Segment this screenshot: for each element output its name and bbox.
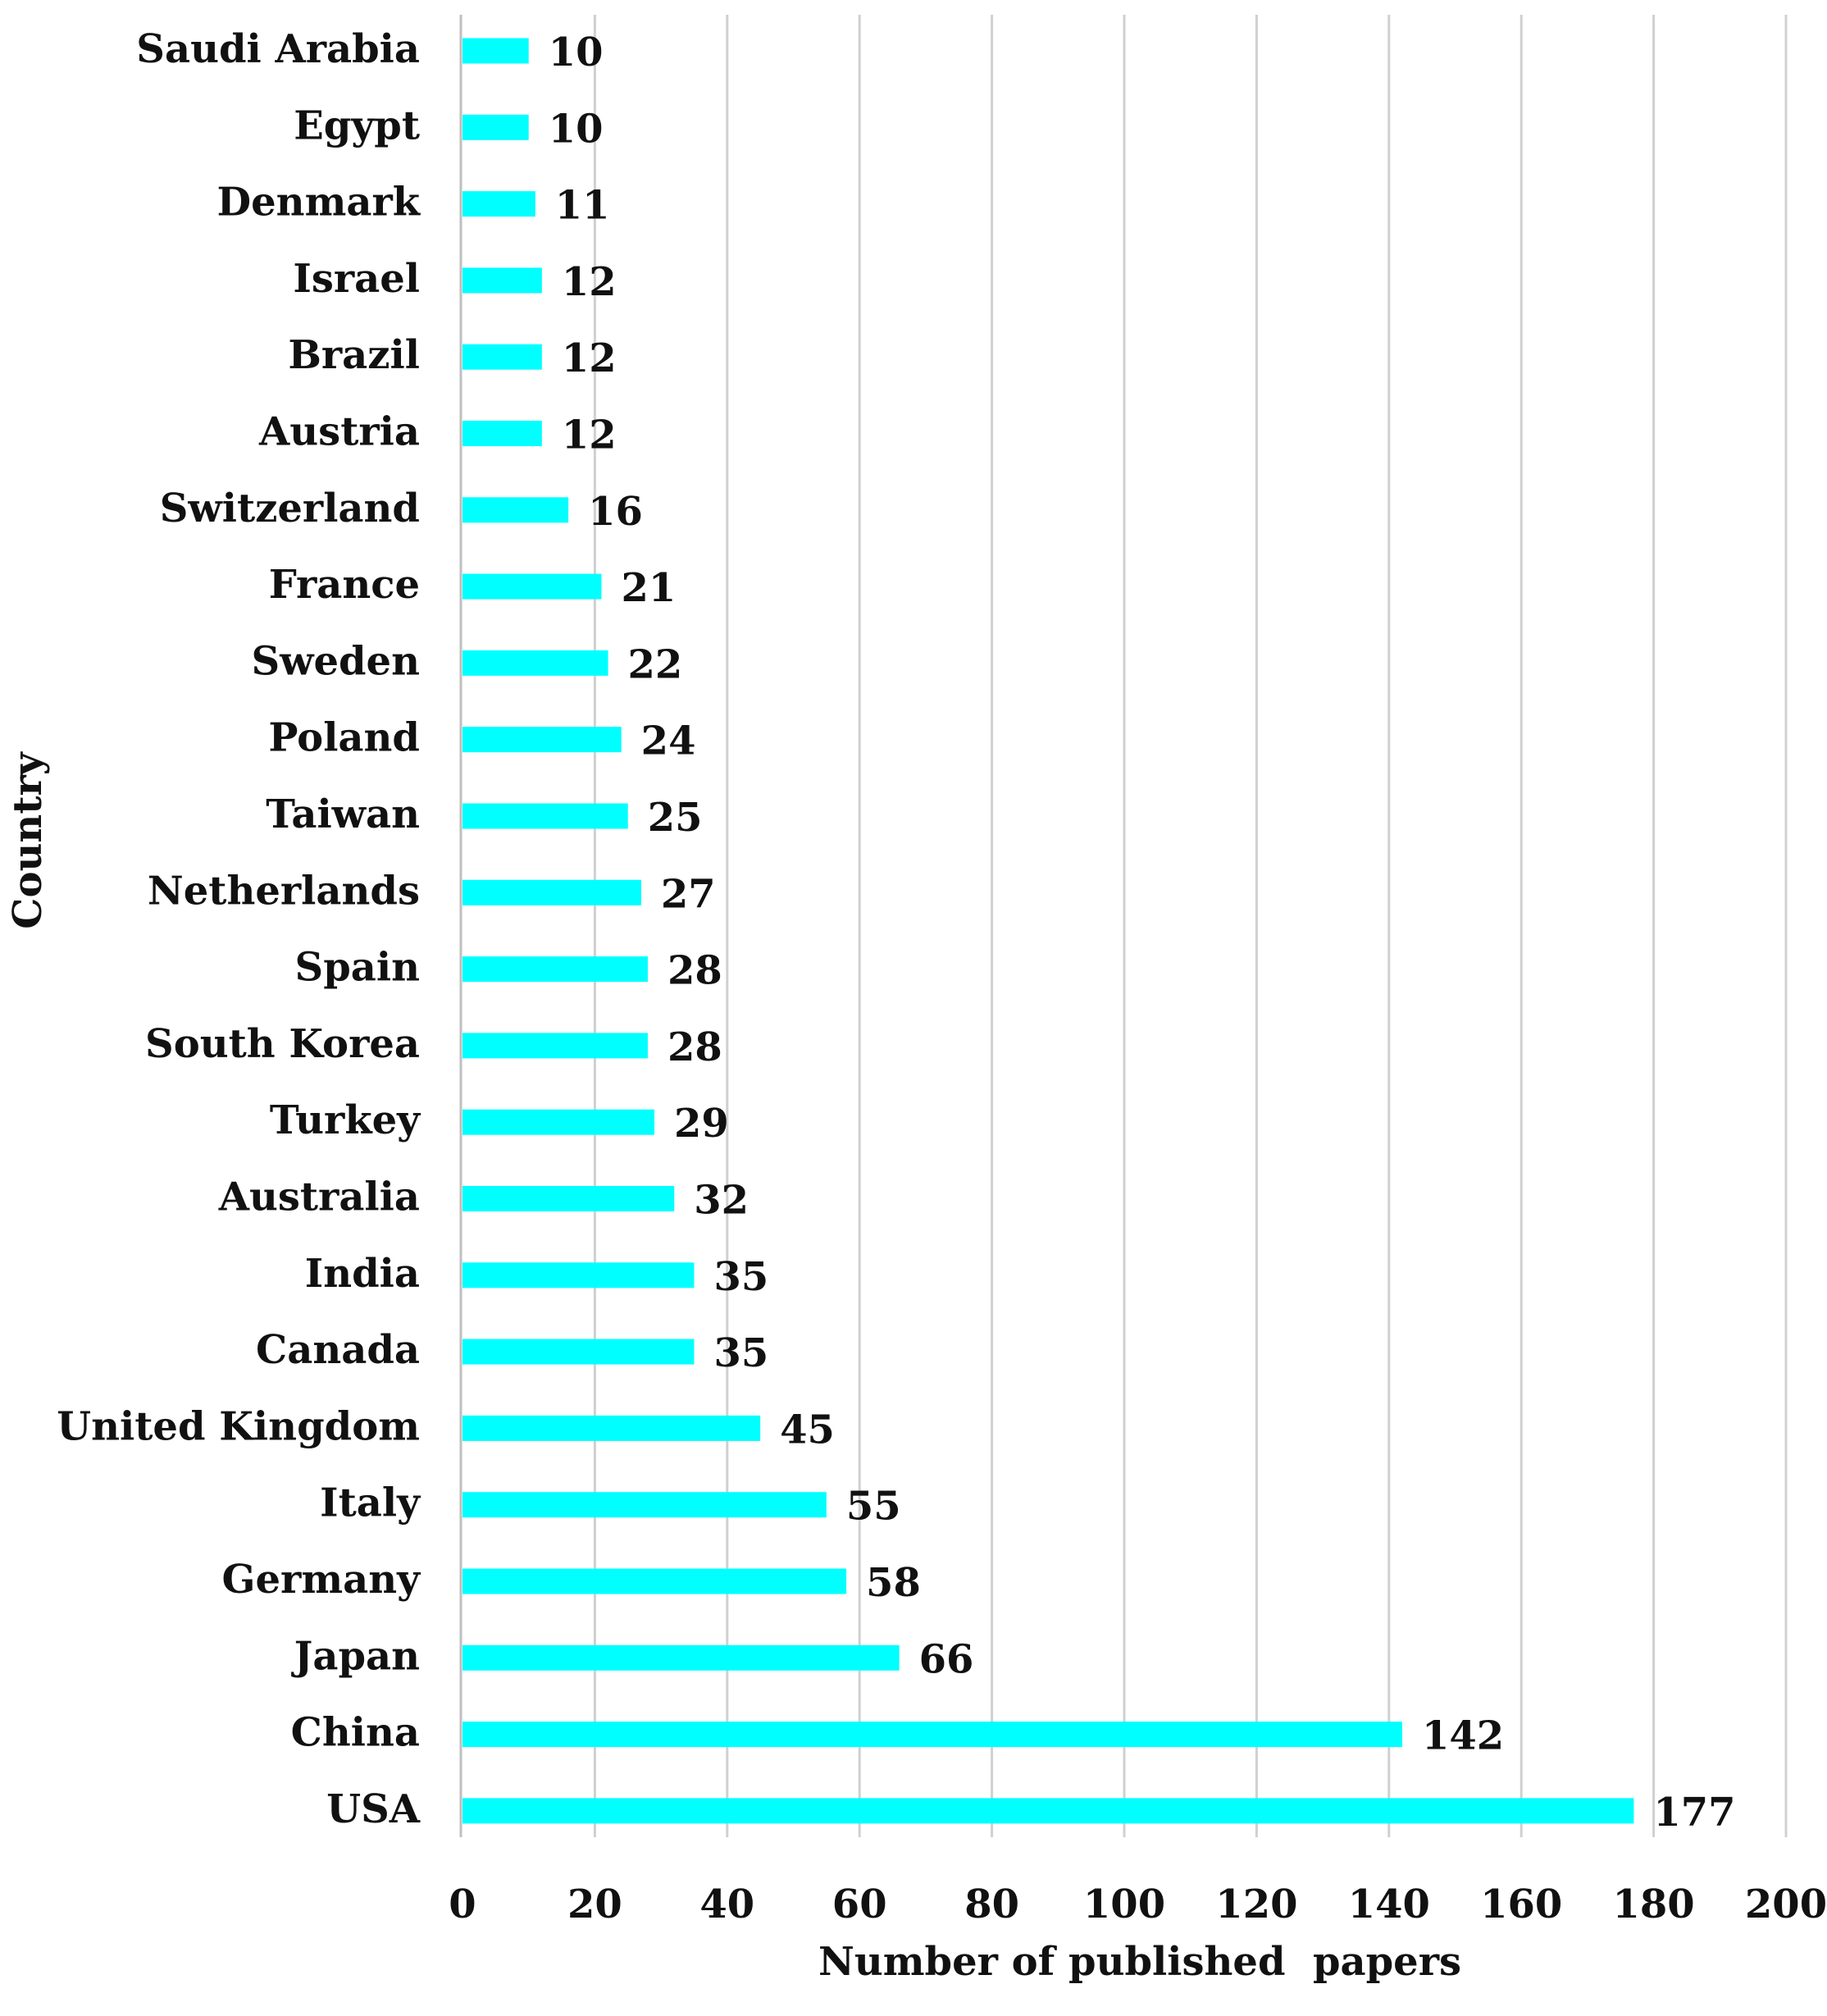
- bar: [462, 1262, 695, 1289]
- category-label: Sweden: [251, 638, 420, 684]
- bar: [462, 497, 569, 523]
- x-axis-title: Number of published papers: [818, 1939, 1461, 1985]
- bar: [462, 191, 535, 217]
- category-label: Spain: [295, 945, 420, 991]
- x-tick-label: 0: [449, 1881, 476, 1927]
- bar: [462, 1798, 1634, 1824]
- category-label: Saudi Arabia: [136, 26, 420, 72]
- data-label: 28: [667, 948, 722, 994]
- data-label: 45: [780, 1407, 835, 1453]
- x-tick-label: 40: [699, 1881, 754, 1927]
- bar: [462, 1109, 655, 1135]
- bar: [462, 1722, 1402, 1748]
- x-tick-label: 20: [567, 1881, 622, 1927]
- category-label: United Kingdom: [57, 1403, 420, 1449]
- data-label: 12: [562, 259, 617, 305]
- bar: [462, 1568, 847, 1594]
- category-label: Denmark: [217, 180, 421, 226]
- x-tick-label: 140: [1348, 1881, 1430, 1927]
- x-tick-label: 120: [1215, 1881, 1297, 1927]
- grid-lines: [593, 15, 1788, 1837]
- category-label: Italy: [320, 1480, 421, 1526]
- y-axis-title: Country: [5, 750, 51, 928]
- category-label: Canada: [256, 1327, 420, 1373]
- bar: [462, 1492, 827, 1518]
- bar: [462, 573, 602, 600]
- category-label: Netherlands: [148, 868, 420, 914]
- category-label: USA: [326, 1786, 421, 1832]
- data-label: 12: [562, 335, 617, 381]
- bar: [462, 650, 608, 676]
- data-label: 29: [674, 1101, 729, 1147]
- bar: [462, 1644, 900, 1671]
- data-label: 12: [562, 413, 617, 458]
- data-label: 58: [866, 1560, 921, 1606]
- category-label: Poland: [268, 715, 420, 761]
- data-label: 21: [621, 565, 676, 611]
- bar: [462, 1339, 695, 1365]
- data-label: 177: [1653, 1790, 1735, 1836]
- bar: [462, 421, 542, 446]
- data-label: 35: [713, 1254, 768, 1300]
- bar: [462, 803, 628, 829]
- x-tick-label: 60: [832, 1881, 887, 1927]
- bar: [462, 1033, 648, 1059]
- category-label: Turkey: [270, 1097, 421, 1143]
- bar: [462, 38, 529, 64]
- category-label: Taiwan: [266, 791, 420, 837]
- category-label: Germany: [222, 1557, 422, 1603]
- category-label: South Korea: [145, 1021, 420, 1067]
- data-label: 16: [588, 489, 643, 535]
- bar: [462, 727, 622, 753]
- data-label: 22: [628, 641, 683, 687]
- category-label: Switzerland: [160, 486, 420, 531]
- value-labels: 10 10 11 12 12 12 16 21 22 24 25 27 28 28 29 32 35 35 4555…: [549, 30, 1736, 1836]
- data-label: 11: [555, 183, 610, 229]
- bar: [462, 956, 648, 983]
- bar: [462, 1186, 675, 1211]
- data-label: 25: [648, 795, 703, 841]
- data-label: 66: [919, 1636, 974, 1682]
- data-label: 28: [667, 1024, 722, 1070]
- data-label: 27: [661, 871, 716, 917]
- data-label: 55: [846, 1484, 901, 1530]
- category-label: Israel: [293, 256, 420, 302]
- x-tick-label: 200: [1745, 1881, 1827, 1927]
- data-label: 142: [1422, 1713, 1504, 1759]
- x-tick-label: 80: [964, 1881, 1019, 1927]
- x-tick-label: 180: [1612, 1881, 1694, 1927]
- category-label: India: [305, 1251, 420, 1297]
- category-label: France: [269, 562, 420, 608]
- bar: [462, 267, 542, 294]
- bar: [462, 1415, 761, 1441]
- category-labels: Saudi Arabia Egypt Denmark Israel Brazil Aust…: [57, 26, 421, 1832]
- x-tick-label: 160: [1480, 1881, 1562, 1927]
- category-label: Brazil: [288, 332, 420, 378]
- category-label: Austria: [258, 409, 420, 455]
- data-label: 24: [641, 718, 696, 764]
- bar: [462, 879, 641, 905]
- bar: [462, 114, 529, 140]
- category-label: Australia: [218, 1174, 420, 1220]
- x-tick-label: 100: [1083, 1881, 1165, 1927]
- category-label: Japan: [291, 1633, 420, 1679]
- data-label: 32: [694, 1178, 749, 1224]
- bars: [462, 38, 1634, 1824]
- category-label: Egypt: [294, 103, 420, 148]
- data-label: 35: [713, 1330, 768, 1376]
- data-label: 10: [549, 30, 604, 75]
- category-label: China: [291, 1710, 420, 1756]
- data-label: 10: [549, 106, 604, 152]
- x-tick-labels: 0 20 40 60 80 100 120 140 160 180 200: [449, 1881, 1827, 1927]
- bar: [462, 344, 542, 370]
